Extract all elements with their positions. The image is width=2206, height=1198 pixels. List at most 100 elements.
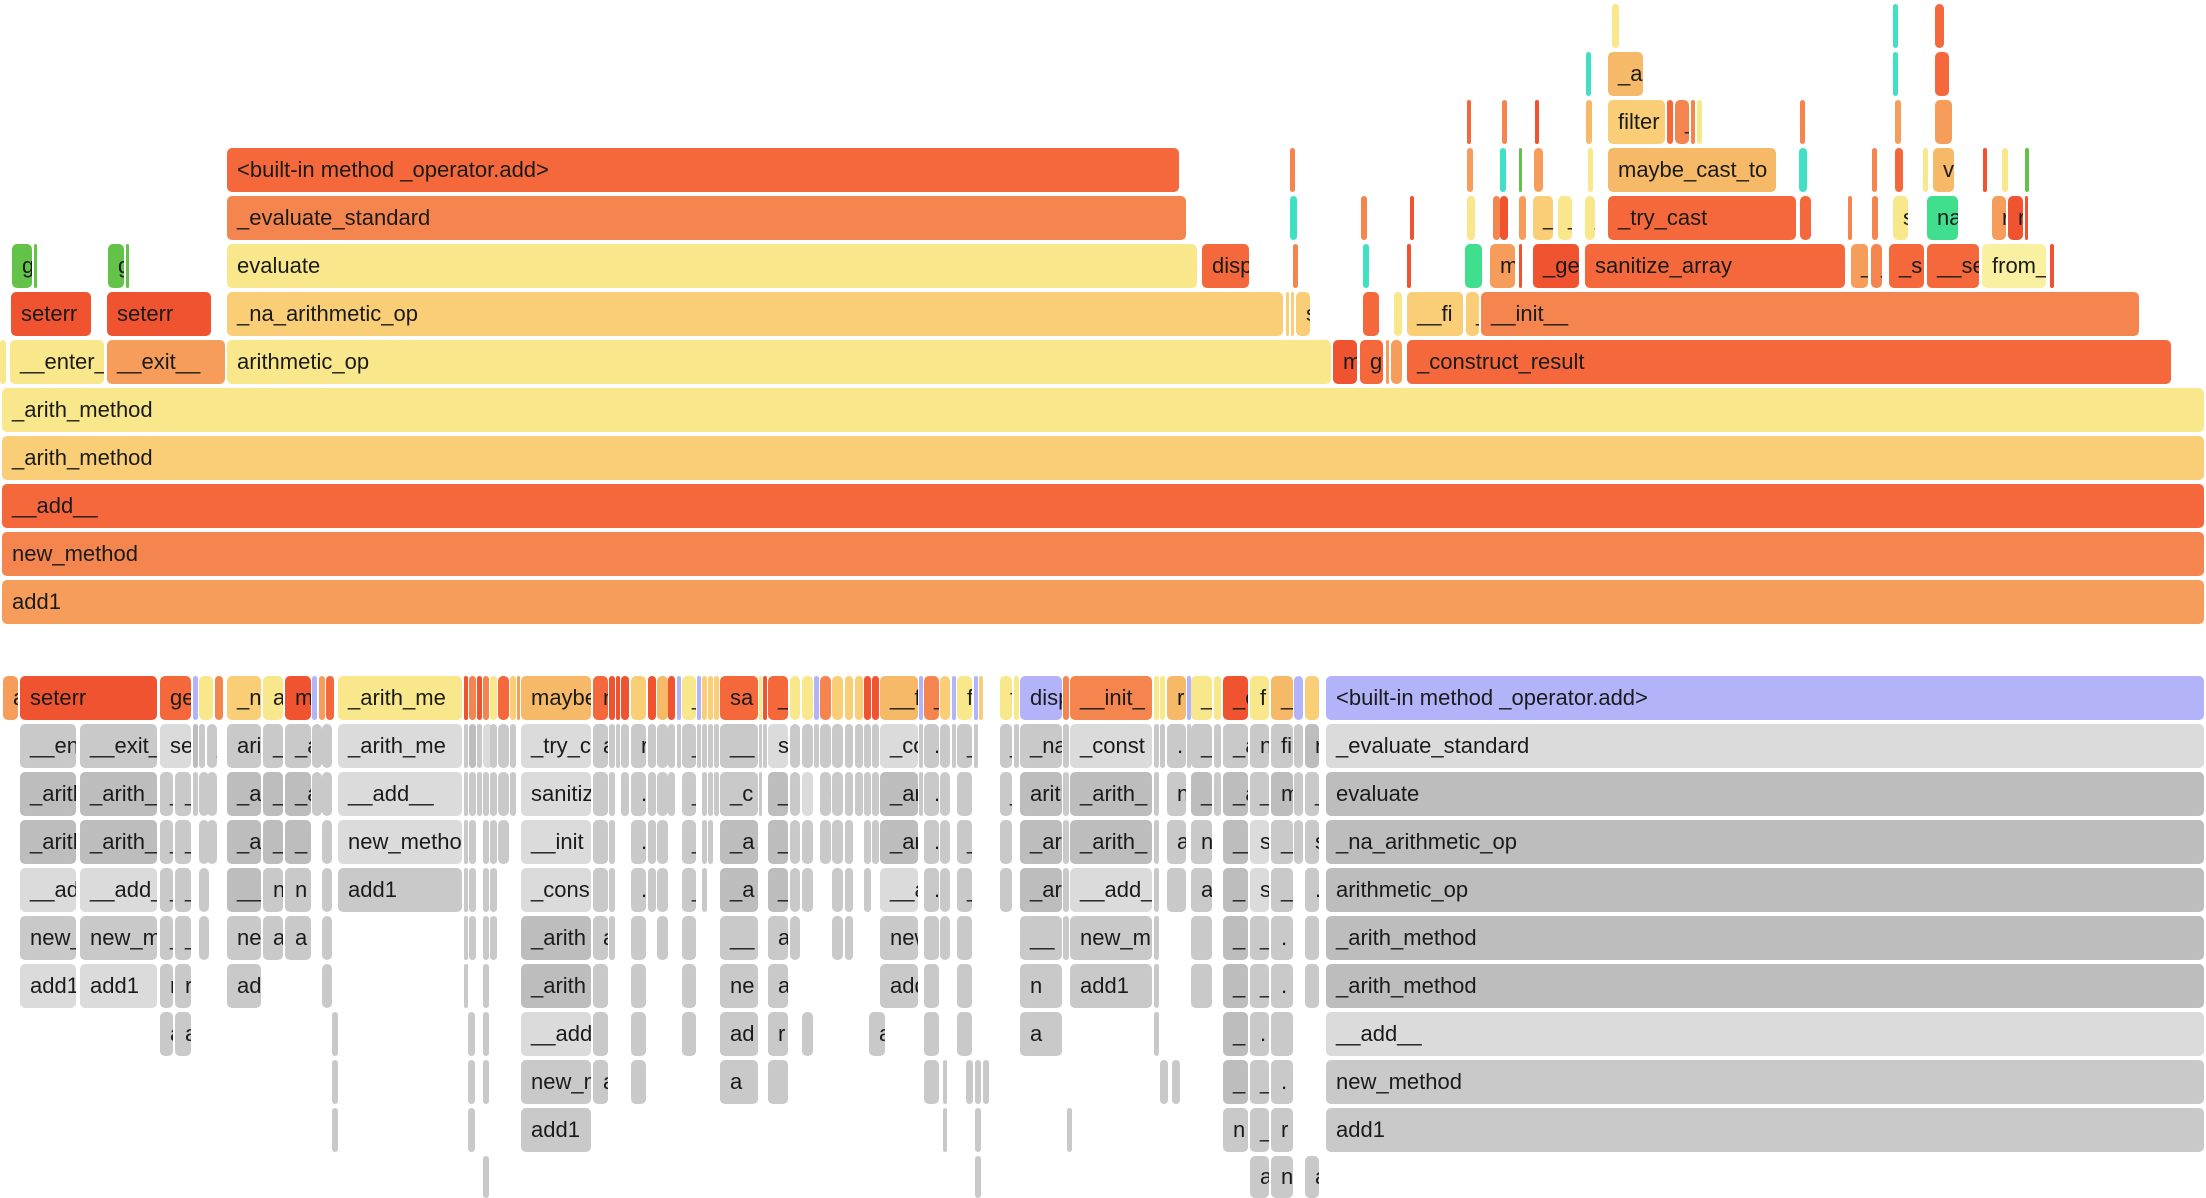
frame-bar-a[interactable]: a (768, 916, 788, 960)
frame-bar-m[interactable]: m (285, 676, 311, 720)
frame-bar-__init__[interactable]: __init__ (1481, 292, 2139, 336)
frame-bar[interactable] (1014, 676, 1019, 720)
frame-bar[interactable]: . (657, 820, 668, 864)
frame-bar[interactable] (1214, 724, 1221, 768)
frame-bar[interactable] (1154, 724, 1159, 768)
frame-bar-a[interactable]: a (175, 1012, 191, 1056)
frame-bar-new_m[interactable]: new_m (1070, 916, 1152, 960)
frame-bar-s[interactable]: s (1296, 292, 1310, 336)
frame-bar[interactable] (469, 676, 476, 720)
frame-bar-r[interactable]: r (312, 724, 322, 768)
frame-bar[interactable] (966, 1060, 973, 1104)
frame-bar-evaluate[interactable]: evaluate (1326, 772, 2204, 816)
frame-bar[interactable] (510, 724, 516, 768)
frame-bar-_a[interactable]: _a (720, 820, 758, 864)
frame-bar[interactable] (609, 724, 615, 768)
frame-bar-_[interactable]: _ (1223, 868, 1248, 912)
frame-bar[interactable] (657, 676, 668, 720)
frame-bar-builtinmethod_operatoradd[interactable]: <built-in method _operator.add> (227, 148, 1179, 192)
frame-bar[interactable] (464, 964, 468, 1008)
frame-bar-new_m[interactable]: new_m (521, 1060, 591, 1104)
frame-bar-_a[interactable]: _a (227, 820, 261, 864)
frame-bar[interactable] (1191, 916, 1212, 960)
frame-bar-r[interactable]: r (498, 676, 509, 720)
frame-bar[interactable] (975, 1156, 981, 1198)
frame-bar[interactable] (1000, 820, 1012, 864)
frame-bar[interactable] (483, 676, 489, 720)
frame-bar-n[interactable]: n (285, 868, 311, 912)
frame-bar[interactable] (1187, 724, 1191, 768)
frame-bar[interactable] (1519, 244, 1522, 288)
frame-bar-_[interactable]: _ (1191, 724, 1212, 768)
frame-bar-n[interactable]: n (593, 676, 608, 720)
frame-bar[interactable] (312, 676, 317, 720)
frame-bar[interactable] (677, 724, 681, 768)
frame-bar[interactable] (1500, 148, 1506, 192)
frame-bar-_ar[interactable]: _ar (1020, 868, 1062, 912)
frame-bar[interactable] (682, 964, 696, 1008)
frame-bar[interactable] (631, 964, 646, 1008)
frame-bar-s[interactable]: s (1893, 196, 1908, 240)
frame-bar-new_method[interactable]: new_method (1326, 1060, 2204, 1104)
frame-bar-a[interactable]: a (802, 772, 813, 816)
frame-bar[interactable] (957, 964, 972, 1008)
frame-bar-__f[interactable]: __f (880, 676, 918, 720)
frame-bar-_[interactable]: _ (1558, 196, 1572, 240)
frame-bar[interactable] (1519, 196, 1526, 240)
frame-bar[interactable] (1305, 916, 1319, 960)
frame-bar[interactable] (483, 1156, 489, 1198)
frame-bar-ari[interactable]: ari (227, 724, 261, 768)
frame-bar[interactable] (483, 772, 489, 816)
frame-bar-maybe_cast_to[interactable]: maybe_cast_to (1608, 148, 1776, 192)
frame-bar-_a[interactable]: _a (227, 772, 261, 816)
frame-bar[interactable]: . (657, 772, 668, 816)
frame-bar-_arith_method[interactable]: _arith_method (1326, 964, 2204, 1008)
frame-bar-n[interactable]: n (1020, 964, 1062, 1008)
frame-bar-a[interactable]: a (720, 1060, 758, 1104)
frame-bar[interactable] (1467, 148, 1473, 192)
frame-bar-se[interactable]: se (160, 724, 191, 768)
frame-bar-_[interactable]: _ (1223, 1012, 1248, 1056)
frame-bar[interactable] (1154, 772, 1159, 816)
frame-bar[interactable] (790, 676, 800, 720)
frame-bar[interactable] (1294, 724, 1303, 768)
frame-bar-_[interactable]: _ (207, 724, 217, 768)
frame-bar[interactable] (464, 868, 468, 912)
frame-bar[interactable] (593, 772, 608, 816)
frame-bar-_ar[interactable]: _ar (1020, 820, 1062, 864)
frame-bar[interactable] (1154, 820, 1159, 864)
frame-bar[interactable] (1407, 244, 1411, 288)
frame-bar-_[interactable]: _ (1000, 724, 1012, 768)
frame-bar-a[interactable]: a (593, 724, 608, 768)
frame-bar[interactable] (1535, 100, 1539, 144)
frame-bar[interactable] (714, 724, 719, 768)
frame-bar-n[interactable]: n (1250, 724, 1269, 768)
frame-bar-_arith[interactable]: _arith (521, 916, 591, 960)
frame-bar-_[interactable]: _ (1191, 676, 1212, 720)
frame-bar[interactable] (1305, 964, 1319, 1008)
frame-bar-ge[interactable]: ge (160, 676, 191, 720)
frame-bar-g[interactable]: g (12, 244, 32, 288)
frame-bar[interactable] (940, 724, 950, 768)
frame-bar-__add_[interactable]: __add_ (1070, 868, 1152, 912)
frame-bar-a[interactable]: a (312, 772, 322, 816)
frame-bar[interactable]: . (832, 772, 843, 816)
frame-bar[interactable] (1893, 4, 1898, 48)
frame-bar[interactable] (621, 724, 629, 768)
frame-bar-s[interactable]: s (1305, 820, 1319, 864)
frame-bar[interactable] (1391, 340, 1402, 384)
frame-bar[interactable] (1187, 676, 1191, 720)
frame-bar-g[interactable]: g (1360, 340, 1383, 384)
frame-bar-_[interactable]: _ (1271, 868, 1293, 912)
frame-bar[interactable]: . (1250, 1012, 1269, 1056)
frame-bar[interactable] (1067, 1108, 1072, 1152)
frame-bar[interactable] (682, 1012, 696, 1056)
frame-bar-disp[interactable]: disp (1202, 244, 1249, 288)
frame-bar[interactable]: . (1167, 724, 1186, 768)
frame-bar[interactable] (943, 1108, 947, 1152)
frame-bar-evaluate[interactable]: evaluate (227, 244, 1197, 288)
frame-bar[interactable] (1534, 148, 1543, 192)
frame-bar[interactable] (1160, 676, 1165, 720)
frame-bar[interactable] (490, 916, 497, 960)
frame-bar[interactable] (957, 772, 972, 816)
